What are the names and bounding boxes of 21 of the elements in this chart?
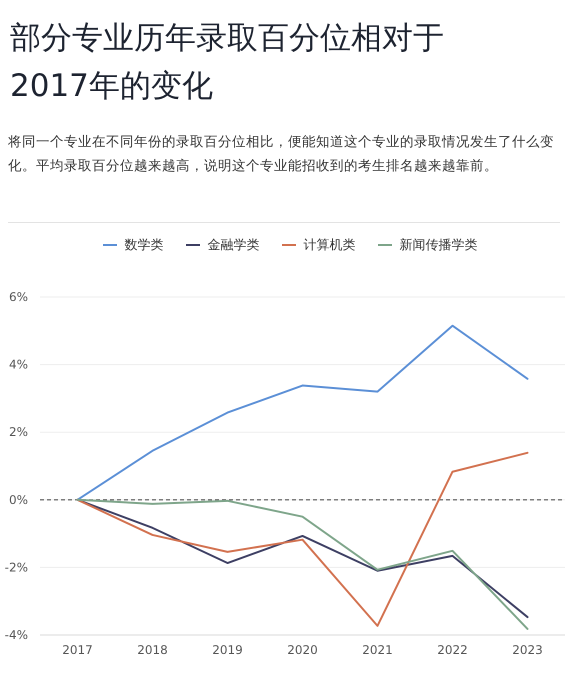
legend-label: 金融学类: [208, 238, 260, 253]
y-tick-label: -2%: [4, 560, 28, 574]
legend-label: 计算机类: [304, 238, 356, 253]
y-tick-label: -4%: [4, 628, 28, 642]
x-tick-label: 2022: [437, 643, 468, 657]
x-tick-label: 2020: [287, 643, 318, 657]
line-series: [76, 324, 528, 501]
legend-label: 新闻传播学类: [400, 238, 478, 253]
x-tick-label: 2023: [512, 643, 543, 657]
x-tick-label: 2018: [137, 643, 168, 657]
y-tick-label: 2%: [8, 425, 28, 440]
x-tick-label: 2021: [362, 643, 393, 657]
legend-label: 数学类: [124, 238, 164, 253]
chart-title: 部分专业历年录取百分位相对于2017年的变化: [10, 19, 445, 106]
y-tick-label: 4%: [8, 358, 28, 372]
y-tick-label: 0%: [8, 492, 28, 507]
x-tick-label: 2017: [62, 643, 93, 657]
chart-subtitle: 将同一个专业在不同年份的录取百分位相比，便能知道这个专业的录取情况发生了什么变化。平均录取百分位越来越高，说明这个专业能招收到的考生排名越来越靠前。: [8, 133, 555, 176]
x-tick-label: 2019: [212, 643, 243, 657]
y-tick-label: 6%: [8, 290, 28, 304]
line-series: [76, 452, 528, 627]
